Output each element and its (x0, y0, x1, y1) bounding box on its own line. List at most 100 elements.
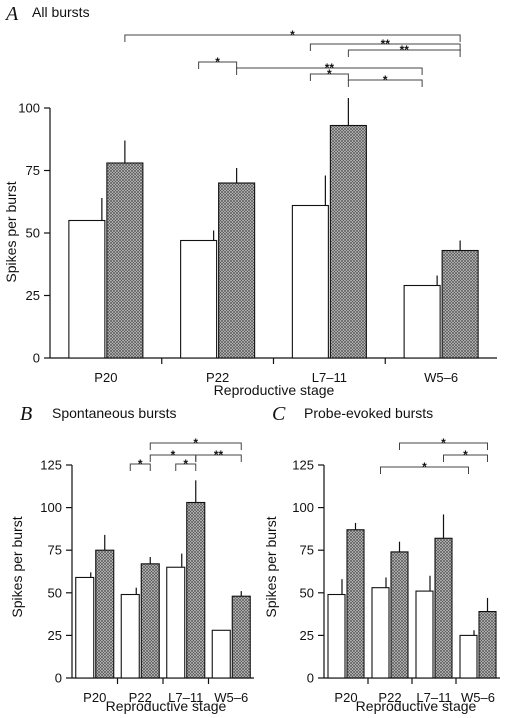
panel-a-bar-P20-crosshatched (106, 162, 144, 359)
panel-b-bar-W56-open (211, 629, 231, 679)
panel-c-bar-P22-crosshatched (390, 551, 409, 679)
panel-a: A All bursts Spikes per burst Reproducti… (3, 3, 497, 398)
panel-b: B Spontaneous bursts Spikes per burst Re… (9, 403, 254, 714)
panel-b-bar-P20-open (75, 576, 95, 679)
panel-a-significance-bracket (347, 49, 461, 57)
panel-a-bar-P22-crosshatched (218, 182, 256, 359)
panel-b-bar-P22-crosshatched (140, 563, 160, 679)
panel-b-x-axis-label: Reproductive stage (106, 698, 227, 714)
panel-c-x-tick-label: W5–6 (461, 690, 495, 705)
panel-b-significance-label: ** (214, 448, 224, 462)
panel-b-letter: B (20, 403, 32, 425)
panel-c-letter: C (272, 403, 286, 425)
panel-c-bar-W56-crosshatched (478, 610, 497, 679)
panel-a-significance-label: * (290, 28, 295, 42)
panel-c-bar-P20-open (327, 593, 346, 679)
panel-a-bar-W56-open (403, 284, 441, 359)
panel-b-bar-P22-open (120, 593, 140, 679)
panel-c-bar-P22-open (371, 587, 390, 679)
panel-b-significance-bracket (129, 463, 151, 471)
panel-a-significance-bracket (198, 61, 238, 69)
panel-c-bar-W56-open (459, 634, 478, 679)
panel-b-x-tick-label: W5–6 (214, 690, 248, 705)
panel-c-significance-bracket (380, 466, 469, 474)
panel-b-significance-label: * (138, 457, 143, 471)
panel-a-bar-L711-crosshatched (329, 124, 367, 359)
panel-b-y-axis-label: Spikes per burst (9, 516, 25, 617)
panel-b-x-tick-label: P22 (129, 690, 152, 705)
panel-b-bar-W56-crosshatched (231, 595, 251, 679)
panel-b-bar-L711-open (166, 566, 186, 679)
panel-a-significance-label: * (383, 73, 388, 87)
panel-c-y-tick-label: 25 (300, 628, 314, 643)
panel-b-significance-label: * (183, 457, 188, 471)
panel-b-significance-bracket (149, 442, 242, 450)
panel-c-bar-L711-crosshatched (434, 537, 453, 679)
panel-a-significance-bracket (124, 34, 461, 42)
panel-c-y-tick-label: 50 (300, 585, 314, 600)
panel-a-x-tick-label: P22 (206, 370, 229, 385)
panel-a-x-tick-label: L7–11 (312, 370, 347, 385)
panel-c-x-axis-label: Reproductive stage (356, 698, 477, 714)
panel-b-significance-bracket (195, 454, 242, 462)
panel-b-bar-L711-crosshatched (186, 501, 206, 679)
panel-c-y-tick-label: 125 (292, 458, 314, 473)
panel-c-plot: 0 25 50 75 100 125 P20 P22 L7–11 W5–6 * * * (292, 436, 500, 705)
panel-a-y-tick-label: 100 (18, 101, 40, 116)
panel-a-significance-bracket (236, 67, 423, 75)
panel-a-y-tick-label: 75 (26, 163, 40, 178)
panel-a-y-tick-label: 50 (26, 226, 40, 241)
panel-b-significance-label: * (171, 448, 176, 462)
panel-c-x-tick-label: P20 (334, 690, 357, 705)
panel-a-x-axis-label: Reproductive stage (214, 382, 335, 398)
panel-c-title: Probe-evoked bursts (304, 405, 433, 421)
panel-a-bar-P22-open (180, 239, 218, 359)
panel-a-significance-bracket (309, 73, 349, 81)
panel-c-y-tick-label: 100 (292, 500, 314, 515)
panel-b-y-tick-label: 100 (40, 500, 62, 515)
panel-c-y-axis-label: Spikes per burst (263, 516, 279, 617)
panel-c-significance-bracket (443, 454, 488, 462)
panel-a-bar-P20-open (68, 219, 106, 359)
panel-b-y-tick-label: 125 (40, 458, 62, 473)
panel-a-y-tick-label: 25 (26, 288, 40, 303)
panel-c-significance-label: * (441, 436, 446, 450)
panel-c-significance-label: * (422, 460, 427, 474)
panel-c-significance-bracket (399, 442, 488, 450)
panel-b-y-tick-label: 25 (48, 628, 62, 643)
panel-a-significance-bracket (347, 79, 423, 87)
panel-c-bar-P20-crosshatched (346, 529, 365, 679)
panel-b-y-tick-label: 50 (48, 585, 62, 600)
panel-b-x-tick-label: P20 (83, 690, 106, 705)
panel-a-x-tick-label: P20 (94, 370, 117, 385)
panel-c-y-tick-label: 75 (300, 543, 314, 558)
panel-a-significance-label: ** (381, 37, 391, 51)
panel-a-y-tick-label: 0 (33, 351, 40, 366)
panel-c-bar-L711-open (415, 590, 434, 679)
panel-b-y-tick-label: 75 (48, 543, 62, 558)
panel-a-bar-L711-open (291, 204, 329, 359)
panel-c: C Probe-evoked bursts Spikes per burst R… (263, 403, 500, 714)
panel-a-bar-W56-crosshatched (441, 249, 479, 359)
panel-a-y-axis-label: Spikes per burst (3, 181, 19, 282)
panel-b-title: Spontaneous bursts (52, 405, 177, 421)
panel-a-significance-bracket (309, 43, 461, 51)
panel-a-significance-label: ** (400, 43, 410, 57)
panel-b-y-tick-label: 0 (55, 671, 62, 686)
panel-a-significance-label: * (327, 67, 332, 81)
panel-a-x-tick-label: W5–6 (424, 370, 458, 385)
panel-b-bar-P20-crosshatched (95, 549, 115, 679)
panel-c-x-tick-label: L7–11 (416, 690, 451, 705)
panel-a-title: All bursts (32, 4, 90, 20)
panel-c-y-tick-label: 0 (307, 671, 314, 686)
panel-a-significance-label: * (215, 55, 220, 69)
panel-b-significance-label: * (193, 436, 198, 450)
panel-a-letter: A (4, 3, 19, 25)
panel-a-significance-label: ** (325, 61, 335, 75)
panel-b-x-tick-label: L7–11 (168, 690, 203, 705)
panel-b-significance-bracket (175, 463, 197, 471)
panel-c-significance-label: * (463, 448, 468, 462)
